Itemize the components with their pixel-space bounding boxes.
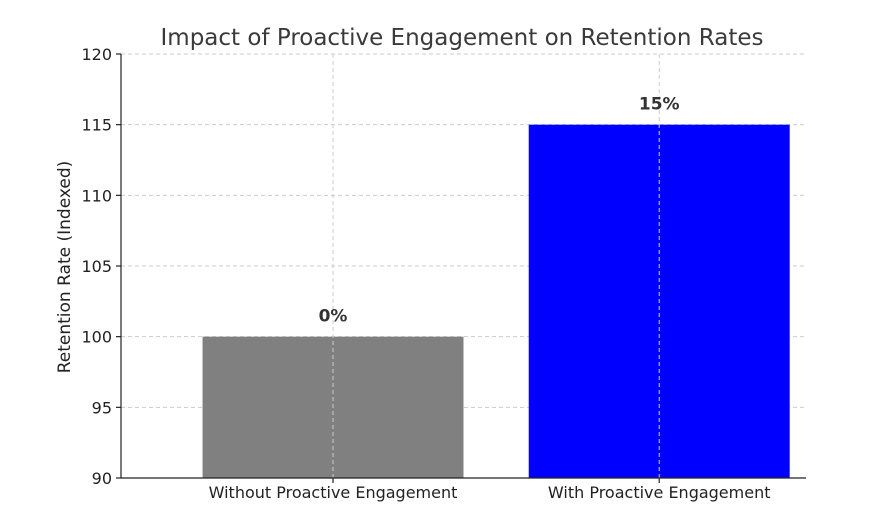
axes (116, 53, 806, 483)
y-axis-label: Retention Rate (Indexed) (55, 161, 75, 374)
labels: 90 95 100 105 110 115 120 Without Proactive Eng… (81, 45, 770, 502)
chart-title: Impact of Proactive Engagement on Retent… (161, 25, 764, 51)
y-tick-label: 120 (81, 45, 112, 64)
x-tick-label: Without Proactive Engagement (209, 483, 458, 502)
y-tick-label: 95 (92, 398, 112, 417)
y-tick-label: 110 (81, 186, 112, 205)
x-tick-label: With Proactive Engagement (548, 483, 771, 502)
y-tick-label: 105 (81, 257, 112, 276)
y-tick-label: 115 (81, 116, 112, 135)
bar-data-label: 15% (639, 95, 680, 115)
y-tick-label: 100 (81, 328, 112, 347)
y-tick-label: 90 (92, 469, 112, 488)
vertical-gridlines (332, 54, 660, 478)
bar-data-label: 0% (319, 307, 348, 327)
bars (202, 124, 790, 479)
